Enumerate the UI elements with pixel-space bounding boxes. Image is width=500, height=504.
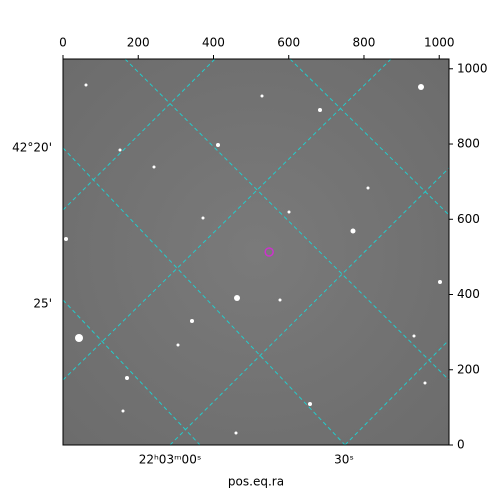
y-tick-label: 600 xyxy=(457,212,480,226)
x-tick-label: 200 xyxy=(127,36,150,50)
x-tick-label: 600 xyxy=(277,36,300,50)
ra-label: 22ʰ03ᵐ00ˢ xyxy=(139,453,202,467)
x-tick-label: 800 xyxy=(353,36,376,50)
stars xyxy=(64,83,442,435)
x-axis-label: pos.eq.ra xyxy=(228,475,284,489)
target-marker xyxy=(264,247,274,257)
y-tick-label: 200 xyxy=(457,362,480,376)
image xyxy=(63,59,449,445)
x-tick-label: 0 xyxy=(59,36,67,50)
coordinate-grid xyxy=(63,59,449,445)
y-tick-label: 400 xyxy=(457,287,480,301)
y-tick-label: 1000 xyxy=(457,61,488,75)
frame xyxy=(62,58,450,446)
ra-label: 30ˢ xyxy=(334,453,354,467)
x-tick-label: 1000 xyxy=(424,36,455,50)
y-tick-label: 0 xyxy=(457,438,465,452)
dec-label: 42°20' xyxy=(12,141,52,155)
y-tick-label: 800 xyxy=(457,137,480,151)
x-tick-label: 400 xyxy=(202,36,225,50)
dec-label: 25' xyxy=(33,297,52,311)
